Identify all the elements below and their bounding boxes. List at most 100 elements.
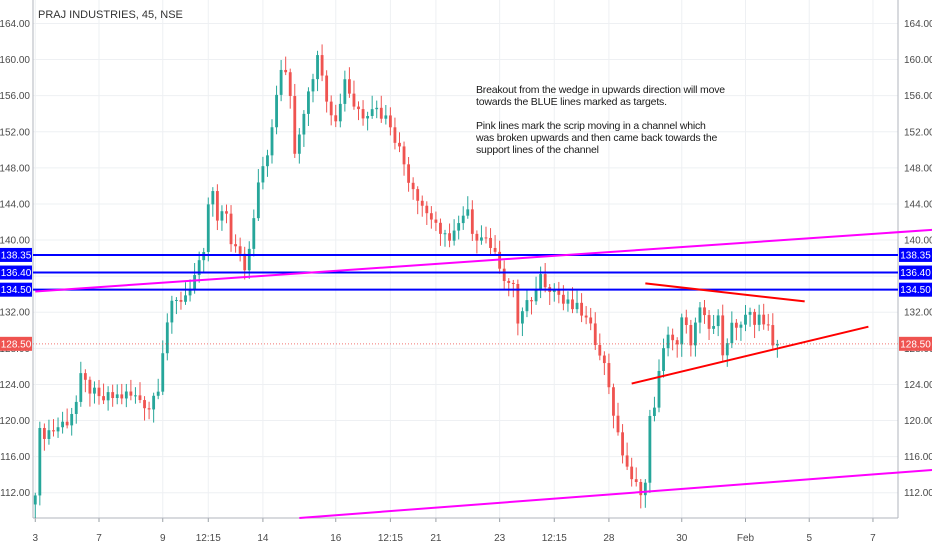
candle-body	[398, 142, 401, 147]
candle-body	[79, 373, 83, 402]
y-tick-label-right: 152.00	[904, 127, 932, 138]
candle-body	[124, 391, 128, 399]
candle-body	[47, 430, 51, 439]
price-label-right: 134.50	[900, 285, 931, 296]
price-label-left: 128.50	[1, 339, 32, 350]
y-tick-label-left: 160.00	[0, 55, 30, 66]
candle-body	[593, 323, 597, 345]
x-tick-label: 12:15	[378, 533, 403, 544]
candle-body	[357, 106, 360, 110]
candle-body	[766, 324, 770, 326]
candle-body	[470, 209, 474, 234]
candle-body	[375, 107, 379, 110]
annotation-text: Breakout from the wedge in upwards direc…	[476, 84, 726, 168]
candle-body	[448, 233, 451, 241]
y-tick-label-left: 156.00	[0, 91, 30, 102]
candle-body	[420, 200, 424, 206]
y-tick-label-right: 140.00	[904, 236, 932, 247]
candle-body	[457, 223, 461, 231]
annotation-paragraph-1: Breakout from the wedge in upwards direc…	[476, 84, 725, 108]
y-tick-label-left: 140.00	[0, 236, 30, 247]
x-tick-label: 7	[870, 533, 876, 544]
candle-body	[525, 300, 529, 312]
y-tick-label-left: 164.00	[0, 19, 30, 30]
candle-body	[680, 317, 684, 345]
candle-body	[106, 392, 110, 401]
candle-body	[730, 322, 734, 344]
candle-body	[707, 315, 711, 329]
candle-body	[762, 314, 766, 325]
candle-body	[384, 115, 388, 119]
candle-body	[288, 72, 292, 97]
y-tick-label-right: 112.00	[904, 488, 932, 499]
x-tick-label: 12:15	[542, 533, 567, 544]
candle-body	[621, 432, 624, 456]
candle-body	[65, 421, 69, 426]
candle-body	[753, 311, 757, 325]
y-tick-label-right: 164.00	[904, 19, 932, 30]
y-tick-label-right: 120.00	[904, 416, 932, 427]
price-label-bg-right	[899, 247, 932, 262]
price-label-bg-left	[0, 265, 32, 280]
candle-body	[388, 115, 392, 128]
channel-line	[299, 468, 932, 519]
y-tick-label-right: 148.00	[904, 163, 932, 174]
candle-body	[425, 205, 429, 214]
candle-body	[338, 103, 342, 122]
candle-body	[416, 189, 420, 201]
candle-body	[284, 69, 288, 73]
chart-title: PRAJ INDUSTRIES, 45, NSE	[38, 9, 183, 21]
candle-body	[634, 479, 638, 482]
candle-body	[475, 233, 479, 241]
candle-body	[434, 219, 438, 223]
candle-body	[734, 322, 738, 328]
candle-body	[689, 325, 693, 346]
candle-body	[347, 79, 351, 94]
candles-layer	[33, 44, 779, 518]
candle-body	[156, 391, 160, 396]
candle-body	[293, 96, 297, 154]
channel-line	[35, 228, 932, 293]
candle-body	[543, 274, 547, 288]
candle-body	[693, 322, 697, 346]
candle-body	[725, 343, 729, 356]
candle-body	[179, 299, 183, 302]
candle-body	[493, 247, 497, 252]
candle-body	[279, 69, 283, 95]
y-tick-label-right: 116.00	[904, 452, 932, 463]
candle-body	[775, 343, 779, 346]
price-label-bg-left	[0, 282, 32, 297]
candle-body	[42, 427, 46, 439]
candle-body	[561, 294, 565, 304]
price-label-right: 136.40	[900, 268, 931, 279]
price-labels-layer: 138.35 138.35 136.40 136.40 134.50 134.50 128.…	[0, 247, 932, 351]
candle-body	[721, 315, 725, 356]
x-tick-label: 14	[257, 533, 269, 544]
candle-body	[598, 344, 602, 356]
x-tick-label: 23	[494, 533, 506, 544]
candle-body	[625, 455, 629, 467]
candle-body	[452, 230, 456, 241]
candle-body	[716, 315, 720, 327]
price-label-right: 138.35	[900, 250, 931, 261]
candle-body	[33, 495, 37, 505]
x-tick-label: 9	[160, 533, 166, 544]
x-tick-label: 5	[806, 533, 812, 544]
candle-body	[93, 387, 96, 394]
candle-body	[174, 299, 178, 301]
candle-body	[520, 311, 524, 324]
x-tick-label: 21	[430, 533, 442, 544]
trendlines-layer	[33, 228, 932, 519]
candle-body	[571, 299, 574, 310]
candle-body	[61, 421, 65, 428]
candle-body	[334, 115, 338, 122]
candle-body	[480, 237, 483, 241]
price-label-bg-left	[0, 336, 32, 351]
candle-body	[97, 387, 101, 397]
candle-body	[653, 407, 656, 416]
candle-body	[744, 314, 747, 325]
candle-body	[539, 274, 543, 290]
candle-body	[111, 392, 115, 399]
